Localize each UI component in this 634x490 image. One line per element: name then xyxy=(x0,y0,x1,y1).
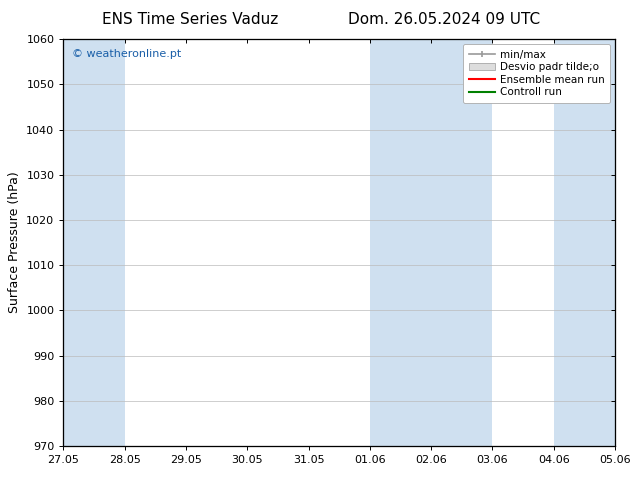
Legend: min/max, Desvio padr tilde;o, Ensemble mean run, Controll run: min/max, Desvio padr tilde;o, Ensemble m… xyxy=(463,45,610,102)
Bar xyxy=(431,39,493,446)
Text: ENS Time Series Vaduz: ENS Time Series Vaduz xyxy=(102,12,278,27)
Text: Dom. 26.05.2024 09 UTC: Dom. 26.05.2024 09 UTC xyxy=(347,12,540,27)
Bar xyxy=(63,39,125,446)
Bar xyxy=(370,39,431,446)
Y-axis label: Surface Pressure (hPa): Surface Pressure (hPa) xyxy=(8,172,21,314)
Bar xyxy=(615,39,634,446)
Bar xyxy=(553,39,615,446)
Text: © weatheronline.pt: © weatheronline.pt xyxy=(72,49,181,59)
